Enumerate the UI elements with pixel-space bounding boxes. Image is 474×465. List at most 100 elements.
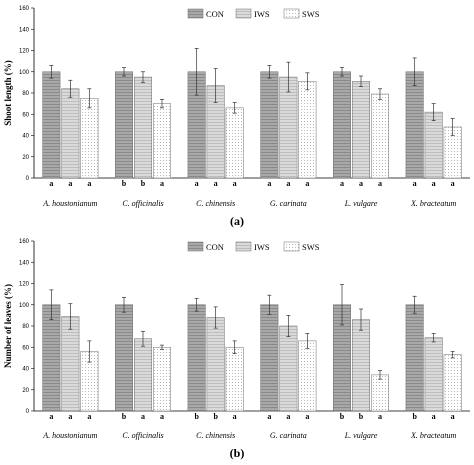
- bar-iws-g-carinata: [279, 325, 298, 412]
- category-label-x-bracteatum: X. bracteatum: [410, 199, 457, 208]
- significance-letter: a: [359, 179, 363, 188]
- legend-label-sws: SWS: [302, 9, 320, 19]
- bar-con-g-carinata: [260, 71, 279, 179]
- y-tick-label: 100: [19, 70, 30, 76]
- significance-letter: a: [286, 179, 290, 188]
- bar-iws-c-officinalis: [134, 76, 152, 179]
- significance-letter: a: [267, 179, 271, 188]
- significance-letter: a: [68, 179, 72, 188]
- category-label-g-carinata: G. carinata: [270, 199, 307, 208]
- significance-letter: a: [233, 179, 237, 188]
- significance-letter: b: [359, 412, 364, 421]
- bar-iws-a-houstonianum: [61, 316, 80, 412]
- bar-sws-a-houstonianum: [80, 98, 99, 179]
- legend-label-con: CON: [206, 9, 224, 19]
- y-tick-label: 40: [22, 367, 29, 373]
- y-tick-label: 160: [19, 6, 30, 12]
- y-tick-label: 20: [22, 155, 29, 161]
- y-tick-label: 20: [22, 388, 29, 394]
- significance-letter: a: [451, 179, 455, 188]
- legend-label-con: CON: [206, 242, 224, 252]
- bar-con-c-officinalis: [115, 71, 133, 179]
- bar-iws-c-chinensis: [206, 317, 225, 412]
- legend-swatch-iws: [235, 8, 252, 19]
- significance-letter: a: [68, 412, 72, 421]
- y-tick-label: 80: [22, 324, 29, 330]
- y-tick-label: 120: [19, 282, 30, 288]
- significance-letter: a: [286, 412, 290, 421]
- bar-sws-x-bracteatum: [443, 354, 462, 412]
- legend-swatch-sws: [283, 241, 300, 252]
- significance-letter: a: [378, 179, 382, 188]
- y-tick-label: 0: [26, 409, 30, 415]
- bar-iws-x-bracteatum: [424, 111, 443, 179]
- bar-iws-a-houstonianum: [61, 88, 80, 179]
- legend-swatch-iws: [235, 241, 252, 252]
- significance-letter: b: [122, 412, 127, 421]
- category-label-c-chinensis: C. chinensis: [196, 431, 235, 440]
- panel-a-shoot-length: 0 20 40 60 80 100 120 140 160 Shoot length (%) a a a…: [3, 6, 470, 228]
- y-axis-label: Shoot length (%): [3, 60, 13, 126]
- legend-swatch-sws: [283, 8, 300, 19]
- significance-letter: a: [87, 412, 91, 421]
- category-label-c-officinalis: C. officinalis: [122, 199, 163, 208]
- category-label-c-officinalis: C. officinalis: [122, 431, 163, 440]
- significance-letter: a: [432, 412, 436, 421]
- y-axis-label: Number of leaves (%): [3, 284, 13, 368]
- bar-sws-c-chinensis: [225, 107, 244, 179]
- y-tick-label: 0: [26, 176, 30, 182]
- bar-con-a-houstonianum: [42, 71, 61, 179]
- y-tick-label: 40: [22, 134, 29, 140]
- bar-sws-c-chinensis: [225, 347, 244, 412]
- significance-letter: b: [141, 179, 146, 188]
- y-tick-label: 160: [19, 239, 30, 245]
- bar-sws-l-vulgare: [371, 374, 389, 412]
- significance-letter: a: [267, 412, 271, 421]
- bar-iws-l-vulgare: [352, 319, 370, 412]
- category-label-l-vulgare: L. vulgare: [344, 199, 378, 208]
- category-label-a-houstonianum: A. houstonianum: [42, 199, 97, 208]
- significance-letter: a: [432, 179, 436, 188]
- y-tick-label: 120: [19, 49, 30, 55]
- category-label-l-vulgare: L. vulgare: [344, 431, 378, 440]
- significance-letter: a: [87, 179, 91, 188]
- bar-iws-l-vulgare: [352, 81, 370, 179]
- significance-letter: a: [195, 179, 199, 188]
- significance-letter: a: [305, 412, 309, 421]
- bar-sws-g-carinata: [298, 340, 317, 412]
- y-tick-label: 140: [19, 260, 30, 266]
- significance-letter: a: [233, 412, 237, 421]
- bar-con-x-bracteatum: [405, 304, 424, 412]
- legend-swatch-con: [187, 8, 204, 19]
- significance-letter: b: [194, 412, 199, 421]
- bar-con-c-officinalis: [115, 304, 133, 412]
- panel-b-number-of-leaves: 0 20 40 60 80 100 120 140 160 Number of leaves (%…: [3, 239, 470, 460]
- bar-sws-c-officinalis: [153, 347, 171, 412]
- category-label-x-bracteatum: X. bracteatum: [410, 431, 457, 440]
- bar-sws-c-officinalis: [153, 103, 171, 179]
- significance-letter: b: [122, 179, 127, 188]
- bar-con-x-bracteatum: [405, 71, 424, 179]
- y-tick-label: 140: [19, 27, 30, 33]
- legend-swatch-con: [187, 241, 204, 252]
- significance-letter: a: [305, 179, 309, 188]
- bar-con-c-chinensis: [187, 304, 206, 412]
- bar-iws-x-bracteatum: [424, 337, 443, 412]
- bar-con-a-houstonianum: [42, 304, 61, 412]
- legend-label-iws: IWS: [254, 9, 270, 19]
- panel-label: (a): [230, 214, 244, 228]
- significance-letter: a: [340, 179, 344, 188]
- y-tick-label: 100: [19, 303, 30, 309]
- y-tick-label: 60: [22, 345, 29, 351]
- significance-letter: a: [378, 412, 382, 421]
- significance-letter: b: [412, 412, 417, 421]
- significance-letter: a: [160, 179, 164, 188]
- category-label-c-chinensis: C. chinensis: [196, 199, 235, 208]
- significance-letter: b: [213, 412, 218, 421]
- category-label-a-houstonianum: A. houstonianum: [42, 431, 97, 440]
- significance-letter: a: [160, 412, 164, 421]
- bar-con-g-carinata: [260, 304, 279, 412]
- bar-iws-c-officinalis: [134, 338, 152, 412]
- legend-label-iws: IWS: [254, 242, 270, 252]
